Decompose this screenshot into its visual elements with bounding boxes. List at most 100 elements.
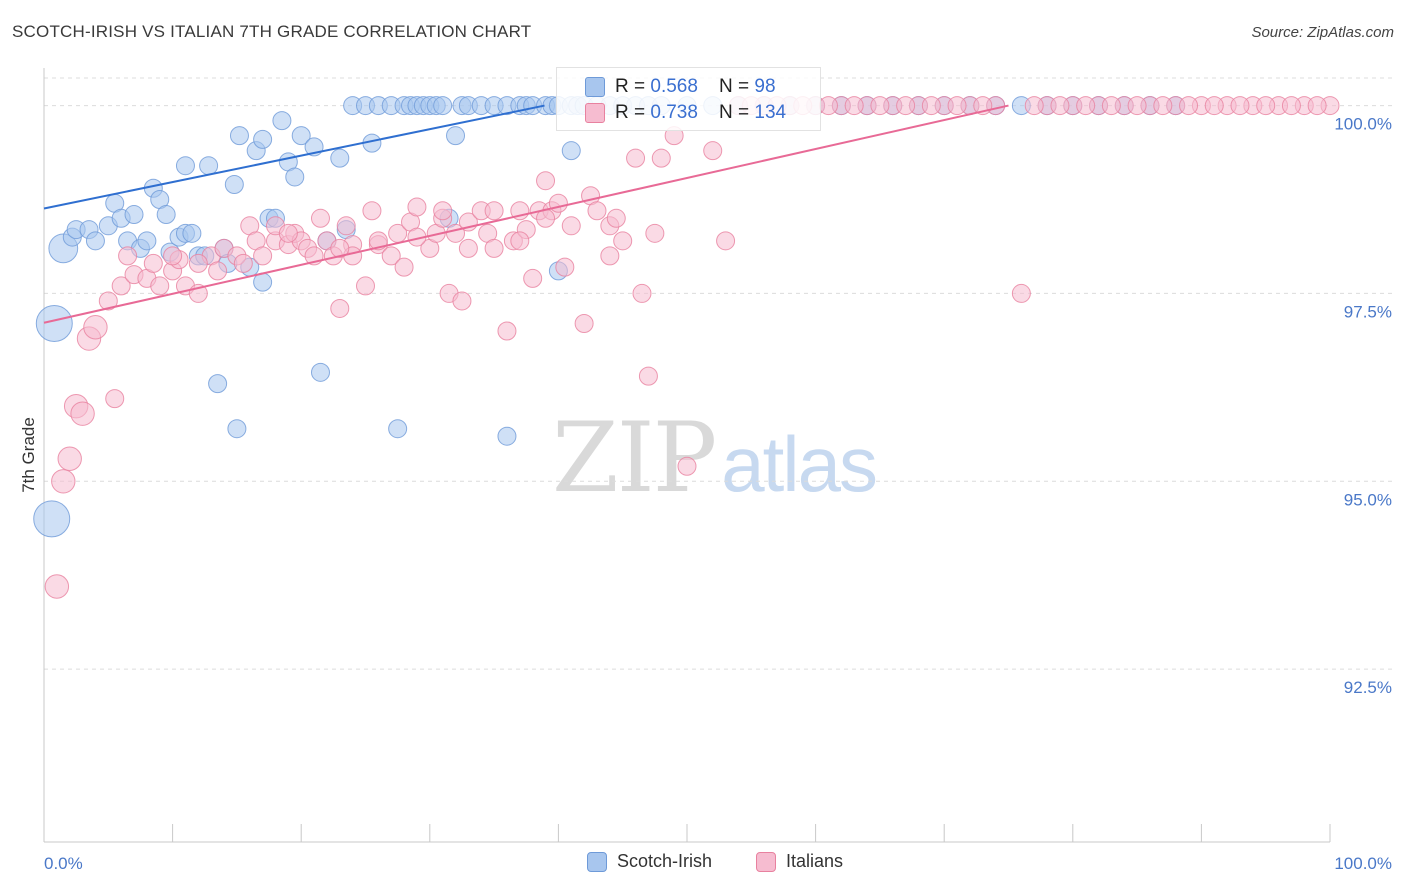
italians-point	[548, 193, 568, 213]
legend-label-italians: Italians	[786, 851, 844, 871]
scotch-irish-point	[124, 205, 144, 225]
italians-point	[497, 321, 517, 341]
r-value: 0.568	[650, 76, 698, 97]
r-label: R =	[615, 102, 651, 123]
scotch-irish-point	[199, 156, 219, 176]
italians-point	[896, 96, 916, 116]
scotch-irish-point	[310, 362, 330, 382]
italians-point	[703, 141, 723, 161]
italians-point	[356, 276, 375, 296]
italians-point	[1256, 96, 1276, 116]
italians-point	[1307, 96, 1327, 116]
italians-point	[870, 96, 890, 116]
source-credit[interactable]: Source: ZipAtlas.com	[1251, 24, 1394, 41]
italians-point	[606, 208, 626, 228]
x-tick-label: 100.0%	[1334, 854, 1392, 873]
italians-point	[1179, 96, 1199, 116]
italians-point	[310, 208, 330, 228]
scotch-irish-point	[561, 141, 581, 161]
italians-point	[1127, 96, 1147, 116]
scotch-irish-point	[433, 96, 453, 116]
italians-point	[1076, 96, 1096, 116]
n-value: 134	[754, 102, 787, 123]
italians-point	[336, 216, 356, 236]
italians-point	[651, 148, 671, 168]
watermark: ZIPatlas	[552, 402, 878, 514]
stats-swatch-italians	[585, 103, 605, 123]
italians-point	[600, 246, 620, 266]
italians-point	[105, 389, 125, 409]
scotch-irish-point	[497, 426, 517, 446]
italians-point	[330, 298, 350, 318]
italians-point	[163, 246, 183, 266]
italians-point	[844, 96, 864, 116]
italians-point	[1230, 96, 1250, 116]
italians-point	[150, 276, 170, 296]
n-label: N =	[719, 102, 755, 123]
italians-point	[253, 246, 273, 266]
scotch-irish-point	[156, 205, 176, 225]
scotch-irish-point	[291, 126, 311, 146]
legend-label-scotch-irish: Scotch-Irish	[617, 851, 713, 871]
scotch-irish-point	[253, 129, 273, 149]
italians-point	[381, 246, 401, 266]
italians-point	[555, 257, 575, 277]
scotch-irish-point	[285, 167, 305, 187]
italians-point	[362, 201, 382, 221]
italians-trendline	[43, 104, 1009, 324]
italians-point	[70, 401, 95, 426]
italians-point	[645, 223, 665, 243]
r-value: 0.738	[650, 102, 698, 123]
italians-point	[44, 574, 70, 599]
y-axis-label: 7th Grade	[19, 417, 38, 493]
scotch-irish-point	[330, 148, 350, 168]
scotch-irish-point	[33, 500, 71, 538]
italians-point	[407, 197, 427, 217]
italians-point	[188, 253, 208, 273]
scotch-irish-point	[388, 419, 408, 439]
italians-point	[510, 231, 530, 251]
legend-item-scotch-irish[interactable]: Scotch-Irish	[587, 851, 712, 872]
italians-point	[626, 148, 646, 168]
italians-point	[208, 261, 228, 281]
italians-point	[51, 469, 76, 494]
italians-point	[1101, 96, 1121, 116]
italians-point	[484, 201, 504, 221]
italians-point	[368, 231, 388, 251]
stats-row-italians: R = 0.738 N = 134	[615, 101, 786, 125]
italians-point	[818, 96, 838, 116]
italians-point	[716, 231, 736, 251]
scotch-irish-point	[224, 174, 244, 194]
italians-point	[278, 223, 298, 243]
scotch-irish-point	[182, 223, 202, 243]
italians-point	[632, 283, 652, 303]
italians-point	[947, 96, 967, 116]
italians-point	[330, 238, 350, 258]
stats-row-scotch-irish: R = 0.568 N = 98	[615, 75, 776, 99]
italians-point	[111, 276, 131, 296]
italians-point	[452, 291, 472, 311]
italians-point	[484, 238, 504, 258]
y-tick-label: 95.0%	[1344, 490, 1392, 509]
italians-point	[1281, 96, 1301, 116]
italians-point	[83, 315, 108, 340]
italians-point	[433, 201, 453, 221]
y-tick-label: 100.0%	[1334, 115, 1392, 134]
legend-item-italians[interactable]: Italians	[756, 851, 843, 872]
italians-point	[536, 171, 556, 191]
y-tick-label: 97.5%	[1344, 302, 1392, 321]
x-tick-label: 0.0%	[44, 854, 83, 873]
bottom-legend: Scotch-Irish Italians	[0, 851, 1406, 879]
italians-point	[1024, 96, 1044, 116]
scotch-irish-point	[229, 126, 249, 146]
n-value: 98	[754, 76, 776, 97]
chart-title: SCOTCH-IRISH VS ITALIAN 7TH GRADE CORREL…	[12, 22, 532, 41]
italians-point	[574, 313, 594, 333]
italians-point	[1050, 96, 1070, 116]
stats-legend-box: R = 0.568 N = 98 R = 0.738 N = 134	[556, 67, 821, 131]
italians-point	[394, 257, 414, 277]
italians-point	[613, 231, 633, 251]
italians-point	[561, 216, 581, 236]
italians-point	[143, 253, 163, 273]
